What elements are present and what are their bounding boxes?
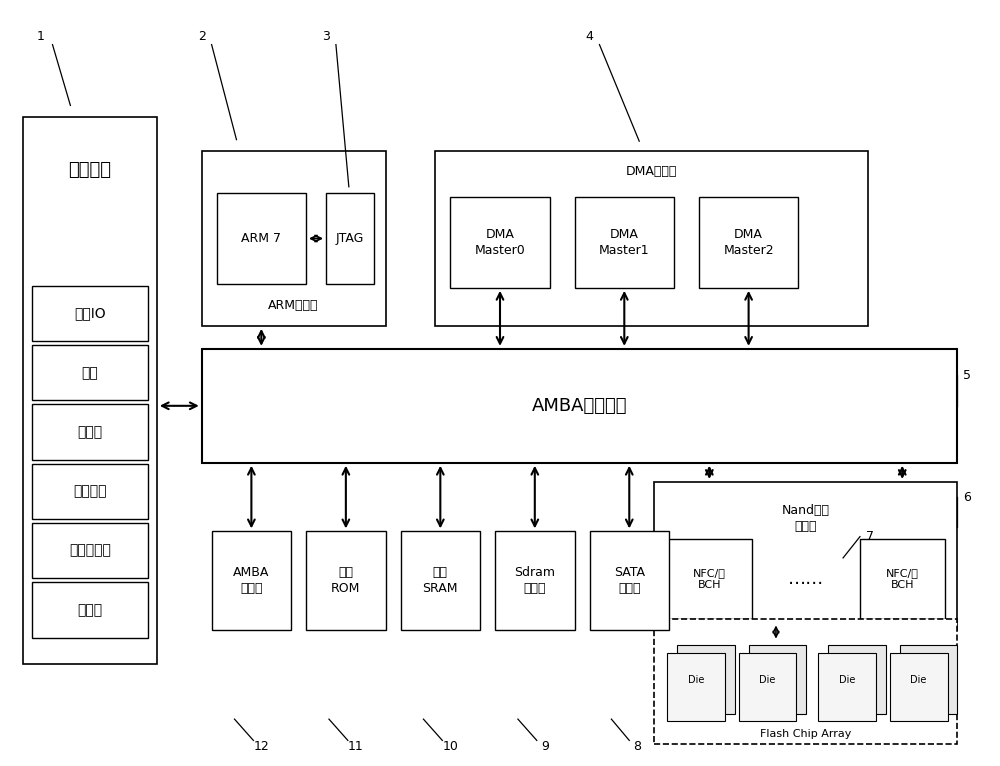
Text: 通用IO: 通用IO: [74, 306, 106, 320]
Bar: [23, 117, 157, 664]
Text: JTAG: JTAG: [336, 232, 364, 245]
Text: 4: 4: [586, 31, 593, 44]
Text: Nand闪存
控制器: Nand闪存 控制器: [782, 504, 830, 533]
Bar: [326, 193, 374, 284]
Text: Die: Die: [910, 676, 927, 686]
Text: 串口: 串口: [81, 365, 98, 380]
Text: 8: 8: [633, 740, 641, 753]
Text: 6: 6: [963, 490, 971, 503]
Text: 中断控制器: 中断控制器: [69, 544, 111, 558]
Text: 外围设备: 外围设备: [68, 161, 111, 179]
Text: 看门狗: 看门狗: [77, 603, 102, 617]
Bar: [435, 151, 868, 326]
Text: 片上
ROM: 片上 ROM: [331, 566, 361, 595]
Bar: [306, 532, 386, 630]
Text: 全交换网络: 全交换网络: [757, 656, 795, 669]
Text: Flash Chip Array: Flash Chip Array: [760, 729, 851, 739]
Bar: [32, 345, 148, 401]
Text: NFC/带
BCH: NFC/带 BCH: [886, 568, 919, 590]
Text: AMBA
控制器: AMBA 控制器: [233, 566, 270, 595]
Bar: [32, 463, 148, 519]
Bar: [699, 197, 798, 288]
Text: 11: 11: [348, 740, 364, 753]
Bar: [694, 642, 858, 683]
Bar: [667, 653, 725, 722]
Text: Die: Die: [759, 676, 776, 686]
Bar: [202, 151, 386, 326]
Bar: [667, 539, 752, 619]
Text: NFC/带
BCH: NFC/带 BCH: [693, 568, 726, 590]
Text: ARM 7: ARM 7: [241, 232, 281, 245]
Bar: [32, 286, 148, 341]
Text: Die: Die: [839, 676, 855, 686]
Bar: [860, 539, 945, 619]
Text: AMBA总线矩阵: AMBA总线矩阵: [532, 397, 627, 415]
Text: DMA
Master0: DMA Master0: [475, 228, 525, 257]
Text: DMA控制器: DMA控制器: [626, 165, 677, 178]
Bar: [32, 582, 148, 638]
Bar: [890, 653, 948, 722]
Text: ARM处理器: ARM处理器: [268, 299, 319, 312]
Text: 7: 7: [866, 530, 874, 543]
Bar: [900, 645, 957, 714]
Text: 12: 12: [253, 740, 269, 753]
Text: 功耗管理: 功耗管理: [73, 484, 107, 499]
Text: ……: ……: [788, 570, 824, 588]
Text: Sdram
控制器: Sdram 控制器: [514, 566, 555, 595]
Text: 9: 9: [541, 740, 549, 753]
Text: DMA
Master2: DMA Master2: [723, 228, 774, 257]
Bar: [401, 532, 480, 630]
Bar: [32, 523, 148, 578]
Text: 片上
SRAM: 片上 SRAM: [423, 566, 458, 595]
Bar: [749, 645, 806, 714]
Text: DMA
Master1: DMA Master1: [599, 228, 650, 257]
Text: SATA
控制器: SATA 控制器: [614, 566, 645, 595]
Text: 5: 5: [963, 369, 971, 382]
Bar: [32, 404, 148, 460]
Bar: [202, 349, 957, 463]
Text: 1: 1: [37, 31, 45, 44]
Text: 定时器: 定时器: [77, 425, 102, 439]
Bar: [654, 482, 957, 630]
Text: 2: 2: [198, 31, 206, 44]
Bar: [495, 532, 575, 630]
Bar: [654, 619, 957, 745]
Bar: [217, 193, 306, 284]
Text: 10: 10: [442, 740, 458, 753]
Bar: [590, 532, 669, 630]
Bar: [677, 645, 735, 714]
Bar: [575, 197, 674, 288]
Bar: [739, 653, 796, 722]
Bar: [450, 197, 550, 288]
Bar: [818, 653, 876, 722]
Text: Die: Die: [688, 676, 704, 686]
Bar: [212, 532, 291, 630]
Bar: [828, 645, 886, 714]
Text: 3: 3: [322, 31, 330, 44]
